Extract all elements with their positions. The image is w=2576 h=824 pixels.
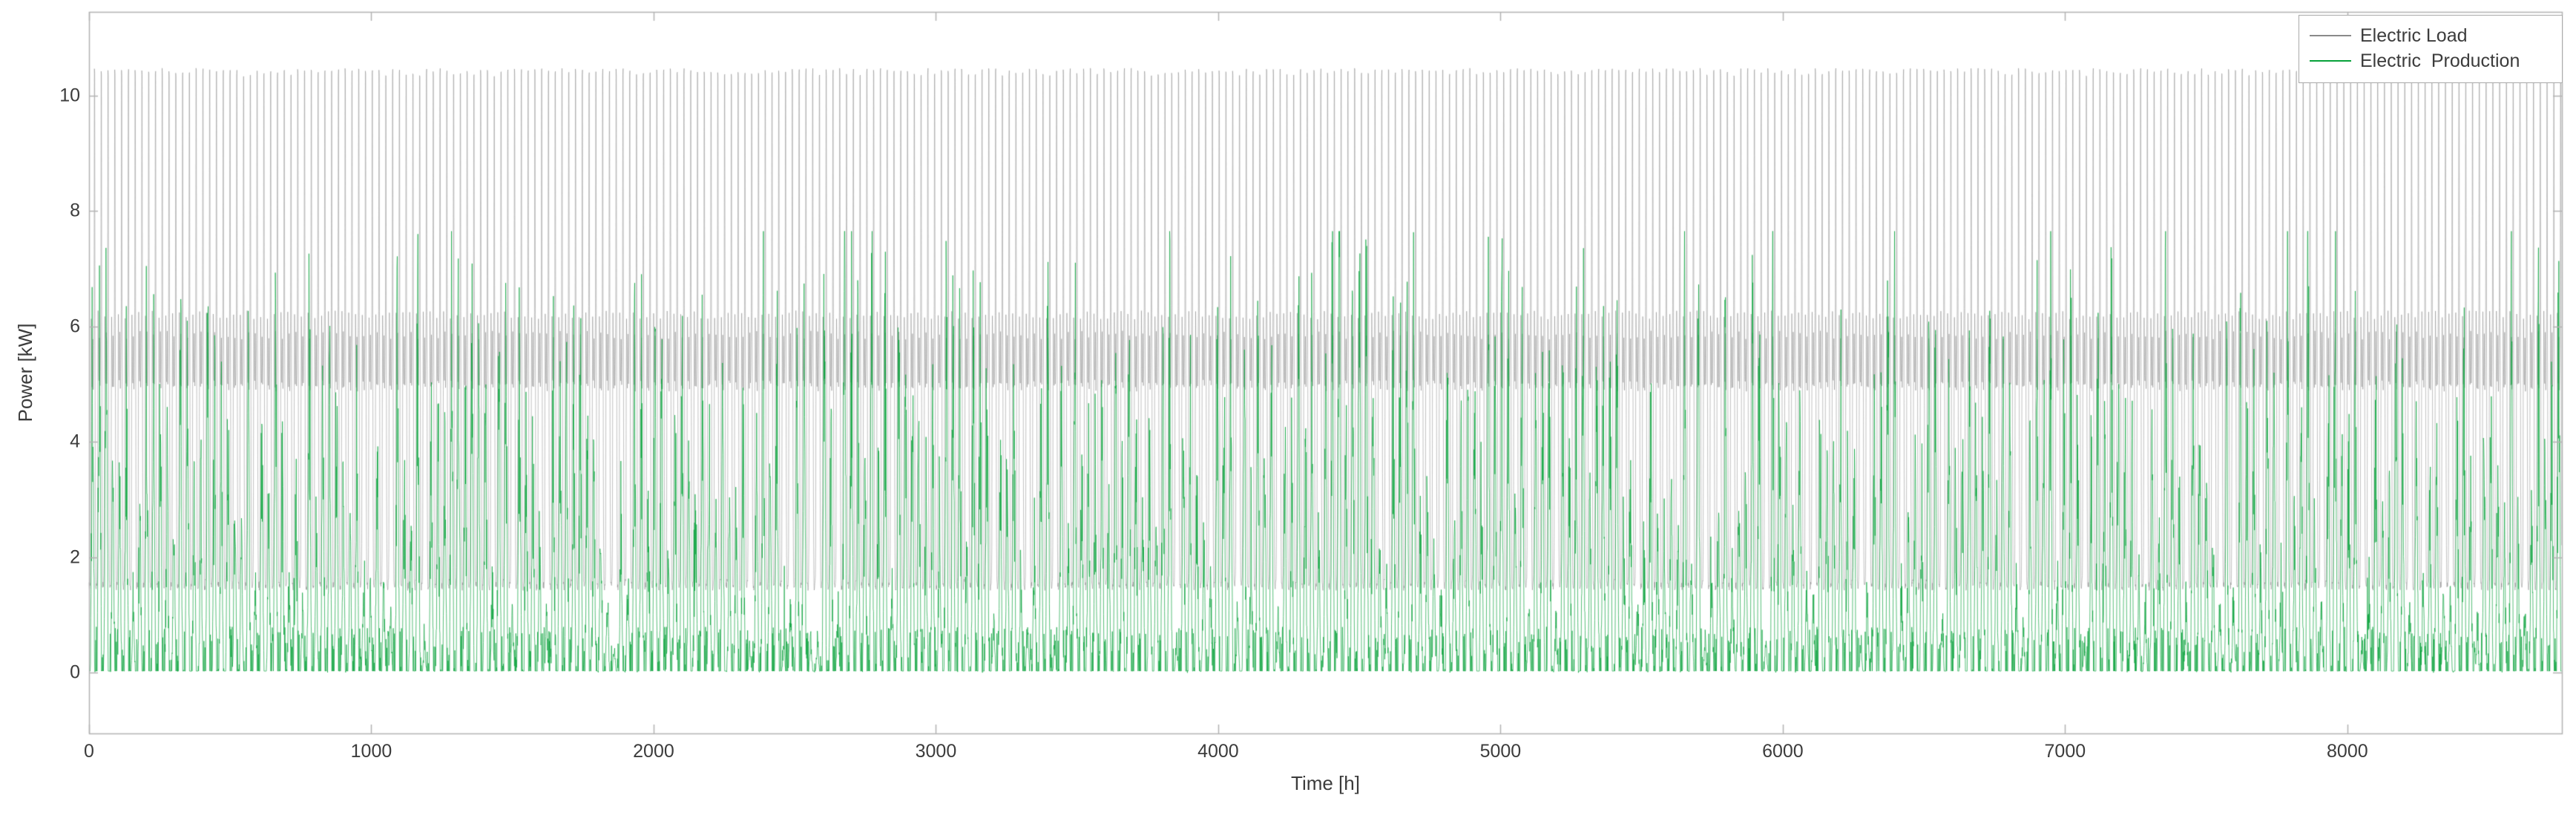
x-tick-label: 3000 [915,741,957,762]
y-tick-label: 6 [70,315,80,337]
x-tick-label: 2000 [633,741,674,762]
x-tick-label: 7000 [2044,741,2086,762]
y-tick-label: 2 [70,546,80,568]
legend-item-electric-load: Electric Load [2310,23,2552,48]
y-tick-label: 10 [59,85,80,106]
x-tick-label: 5000 [1479,741,1522,762]
legend-item-electric-production: Electric Production [2310,48,2552,73]
y-tick-label: 8 [70,200,80,221]
x-tick-label: 6000 [1762,741,1804,762]
y-tick-label: 4 [70,431,80,452]
legend-label-load: Electric Load [2360,24,2468,46]
legend-line-load-icon [2310,35,2351,36]
legend: Electric Load Electric Production [2299,15,2563,83]
x-tick-label: 1000 [350,741,392,762]
y-axis-title: Power [kW] [14,323,36,422]
x-axis-title: Time [h] [1291,772,1360,794]
x-tick-label: 0 [84,741,94,762]
x-tick-label: 8000 [2327,741,2368,762]
legend-label-production: Electric Production [2360,50,2520,71]
x-tick-label: 4000 [1197,741,1239,762]
y-tick-label: 0 [70,661,80,683]
legend-line-production-icon [2310,60,2351,62]
